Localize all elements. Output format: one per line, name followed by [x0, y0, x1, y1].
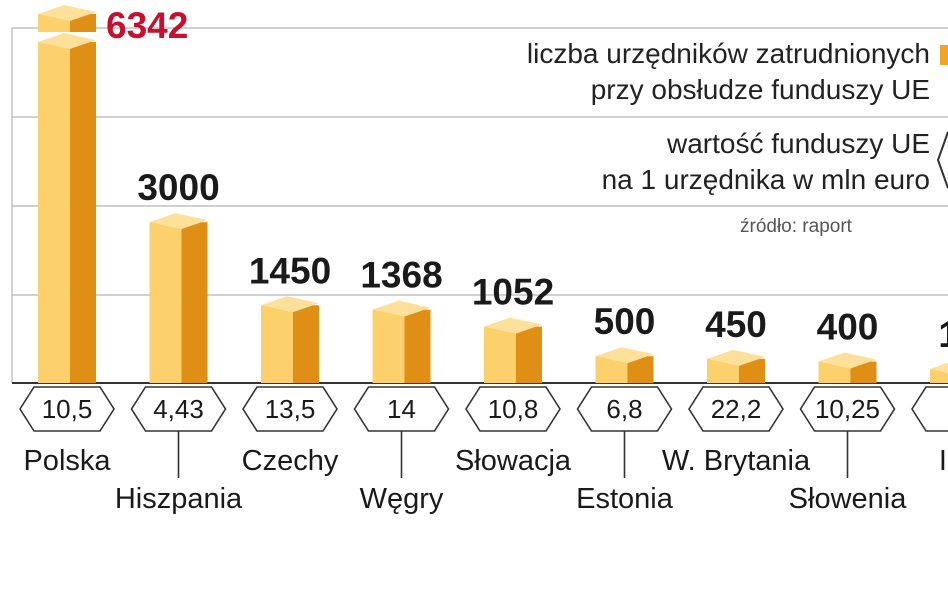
source-note: źródło: raport: [740, 216, 852, 237]
funds-value-label: 4,43: [153, 394, 204, 424]
bar-top: [595, 347, 654, 364]
funds-value-label: 10,8: [488, 394, 539, 424]
bar-front: [149, 222, 182, 383]
bar: [261, 296, 319, 383]
bar-top: [149, 213, 208, 230]
bar-top: [484, 317, 542, 334]
bar-side: [404, 309, 431, 383]
bar-top: [38, 33, 96, 49]
category-label: Hiszpania: [115, 483, 243, 515]
bar: [38, 5, 96, 383]
hexagon-badge: [130, 386, 227, 432]
hexagon-badge: [799, 386, 896, 432]
category-label: Polska: [23, 445, 111, 477]
bar: [149, 213, 208, 383]
bar-front: [818, 361, 851, 383]
bar-side: [181, 222, 208, 383]
category-label: Słowacja: [455, 445, 572, 477]
bar-front: [261, 305, 293, 383]
category-label: Irla: [939, 445, 948, 477]
bar-side: [69, 42, 96, 383]
legend-count: liczba urzędników zatrudnionych przy obs…: [450, 36, 930, 108]
bar-side: [515, 326, 542, 383]
bars: [38, 5, 948, 383]
value-label: 3000: [137, 167, 219, 208]
value-label: 1368: [360, 255, 442, 296]
bar-swatch-icon: [940, 45, 948, 65]
value-label: 400: [817, 307, 879, 348]
category-label: Słowenia: [789, 483, 908, 515]
funds-value-label: 10,5: [42, 394, 93, 424]
hexagon-badge: [242, 386, 338, 432]
hexagon-badge: [19, 386, 115, 432]
legend-count-line1: liczba urzędników zatrudnionych: [526, 38, 930, 69]
bar-top: [818, 352, 877, 369]
bar: [484, 317, 542, 383]
value-label: 13: [938, 314, 948, 355]
hexagon-icon: [936, 131, 948, 189]
bar-side: [292, 305, 319, 383]
funds-value-label: 22,2: [711, 394, 762, 424]
bar-top: [707, 349, 765, 366]
hexagon-badge: [465, 386, 561, 432]
category-labels: 6342 Polska 3000 Hiszpania 1450 Czechy 1368 Węg…: [23, 5, 948, 515]
legend-count-line2: przy obsłudze funduszy UE: [590, 74, 930, 105]
bar-top: [930, 362, 948, 373]
hexagon-badge: [911, 386, 948, 432]
category-label: Estonia: [576, 483, 674, 515]
category-label: Czechy: [242, 445, 339, 477]
funds-value-label: 14: [387, 394, 416, 424]
bar-front: [372, 309, 405, 383]
bar: [707, 349, 765, 383]
bar: [372, 300, 431, 383]
value-label: 6342: [106, 5, 188, 46]
bar: [595, 347, 654, 383]
value-label: 1052: [472, 272, 554, 313]
bar-front: [484, 326, 516, 383]
bar-side: [850, 361, 877, 383]
bar-top: [372, 300, 431, 317]
bar-front: [38, 42, 70, 383]
value-label: 500: [594, 301, 656, 342]
hexagon-badge: [688, 386, 784, 432]
value-label: 450: [705, 304, 767, 345]
bar-top: [261, 296, 319, 313]
hexagon-badge: [576, 386, 673, 432]
category-label: W. Brytania: [662, 445, 811, 477]
hexagon-badge: [353, 386, 450, 432]
funds-value-label: 10,25: [815, 394, 880, 424]
category-label: Węgry: [360, 483, 444, 515]
legend-value: wartość funduszy UE na 1 urzędnika w mln…: [540, 126, 930, 198]
funds-value-label: 6,8: [606, 394, 642, 424]
bar-front: [930, 369, 948, 383]
value-label: 1450: [249, 250, 331, 291]
bar: [930, 362, 948, 383]
legend-value-line2: na 1 urzędnika w mln euro: [601, 164, 930, 195]
bar: [818, 352, 877, 383]
funds-value-label: 13,5: [265, 394, 316, 424]
bar-cap-top: [38, 5, 96, 21]
legend-value-line1: wartość funduszy UE: [667, 128, 930, 159]
